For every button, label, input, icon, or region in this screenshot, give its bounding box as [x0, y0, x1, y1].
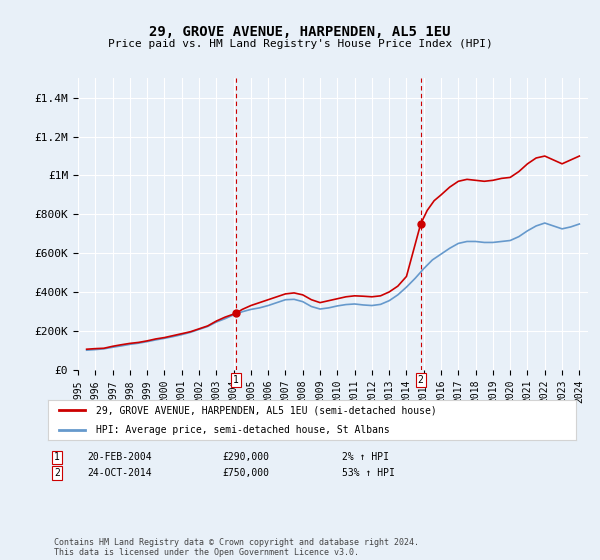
Text: 20-FEB-2004: 20-FEB-2004: [87, 452, 152, 463]
Text: 1: 1: [233, 375, 239, 385]
Text: £290,000: £290,000: [222, 452, 269, 463]
Text: Contains HM Land Registry data © Crown copyright and database right 2024.
This d: Contains HM Land Registry data © Crown c…: [54, 538, 419, 557]
Text: HPI: Average price, semi-detached house, St Albans: HPI: Average price, semi-detached house,…: [95, 425, 389, 435]
Text: 2: 2: [54, 468, 60, 478]
Text: 53% ↑ HPI: 53% ↑ HPI: [342, 468, 395, 478]
Text: 29, GROVE AVENUE, HARPENDEN, AL5 1EU (semi-detached house): 29, GROVE AVENUE, HARPENDEN, AL5 1EU (se…: [95, 405, 436, 415]
Text: 1: 1: [54, 452, 60, 463]
Text: 2: 2: [418, 375, 424, 385]
Text: £750,000: £750,000: [222, 468, 269, 478]
Text: 29, GROVE AVENUE, HARPENDEN, AL5 1EU: 29, GROVE AVENUE, HARPENDEN, AL5 1EU: [149, 25, 451, 39]
Text: Price paid vs. HM Land Registry's House Price Index (HPI): Price paid vs. HM Land Registry's House …: [107, 39, 493, 49]
Text: 24-OCT-2014: 24-OCT-2014: [87, 468, 152, 478]
Text: 2% ↑ HPI: 2% ↑ HPI: [342, 452, 389, 463]
